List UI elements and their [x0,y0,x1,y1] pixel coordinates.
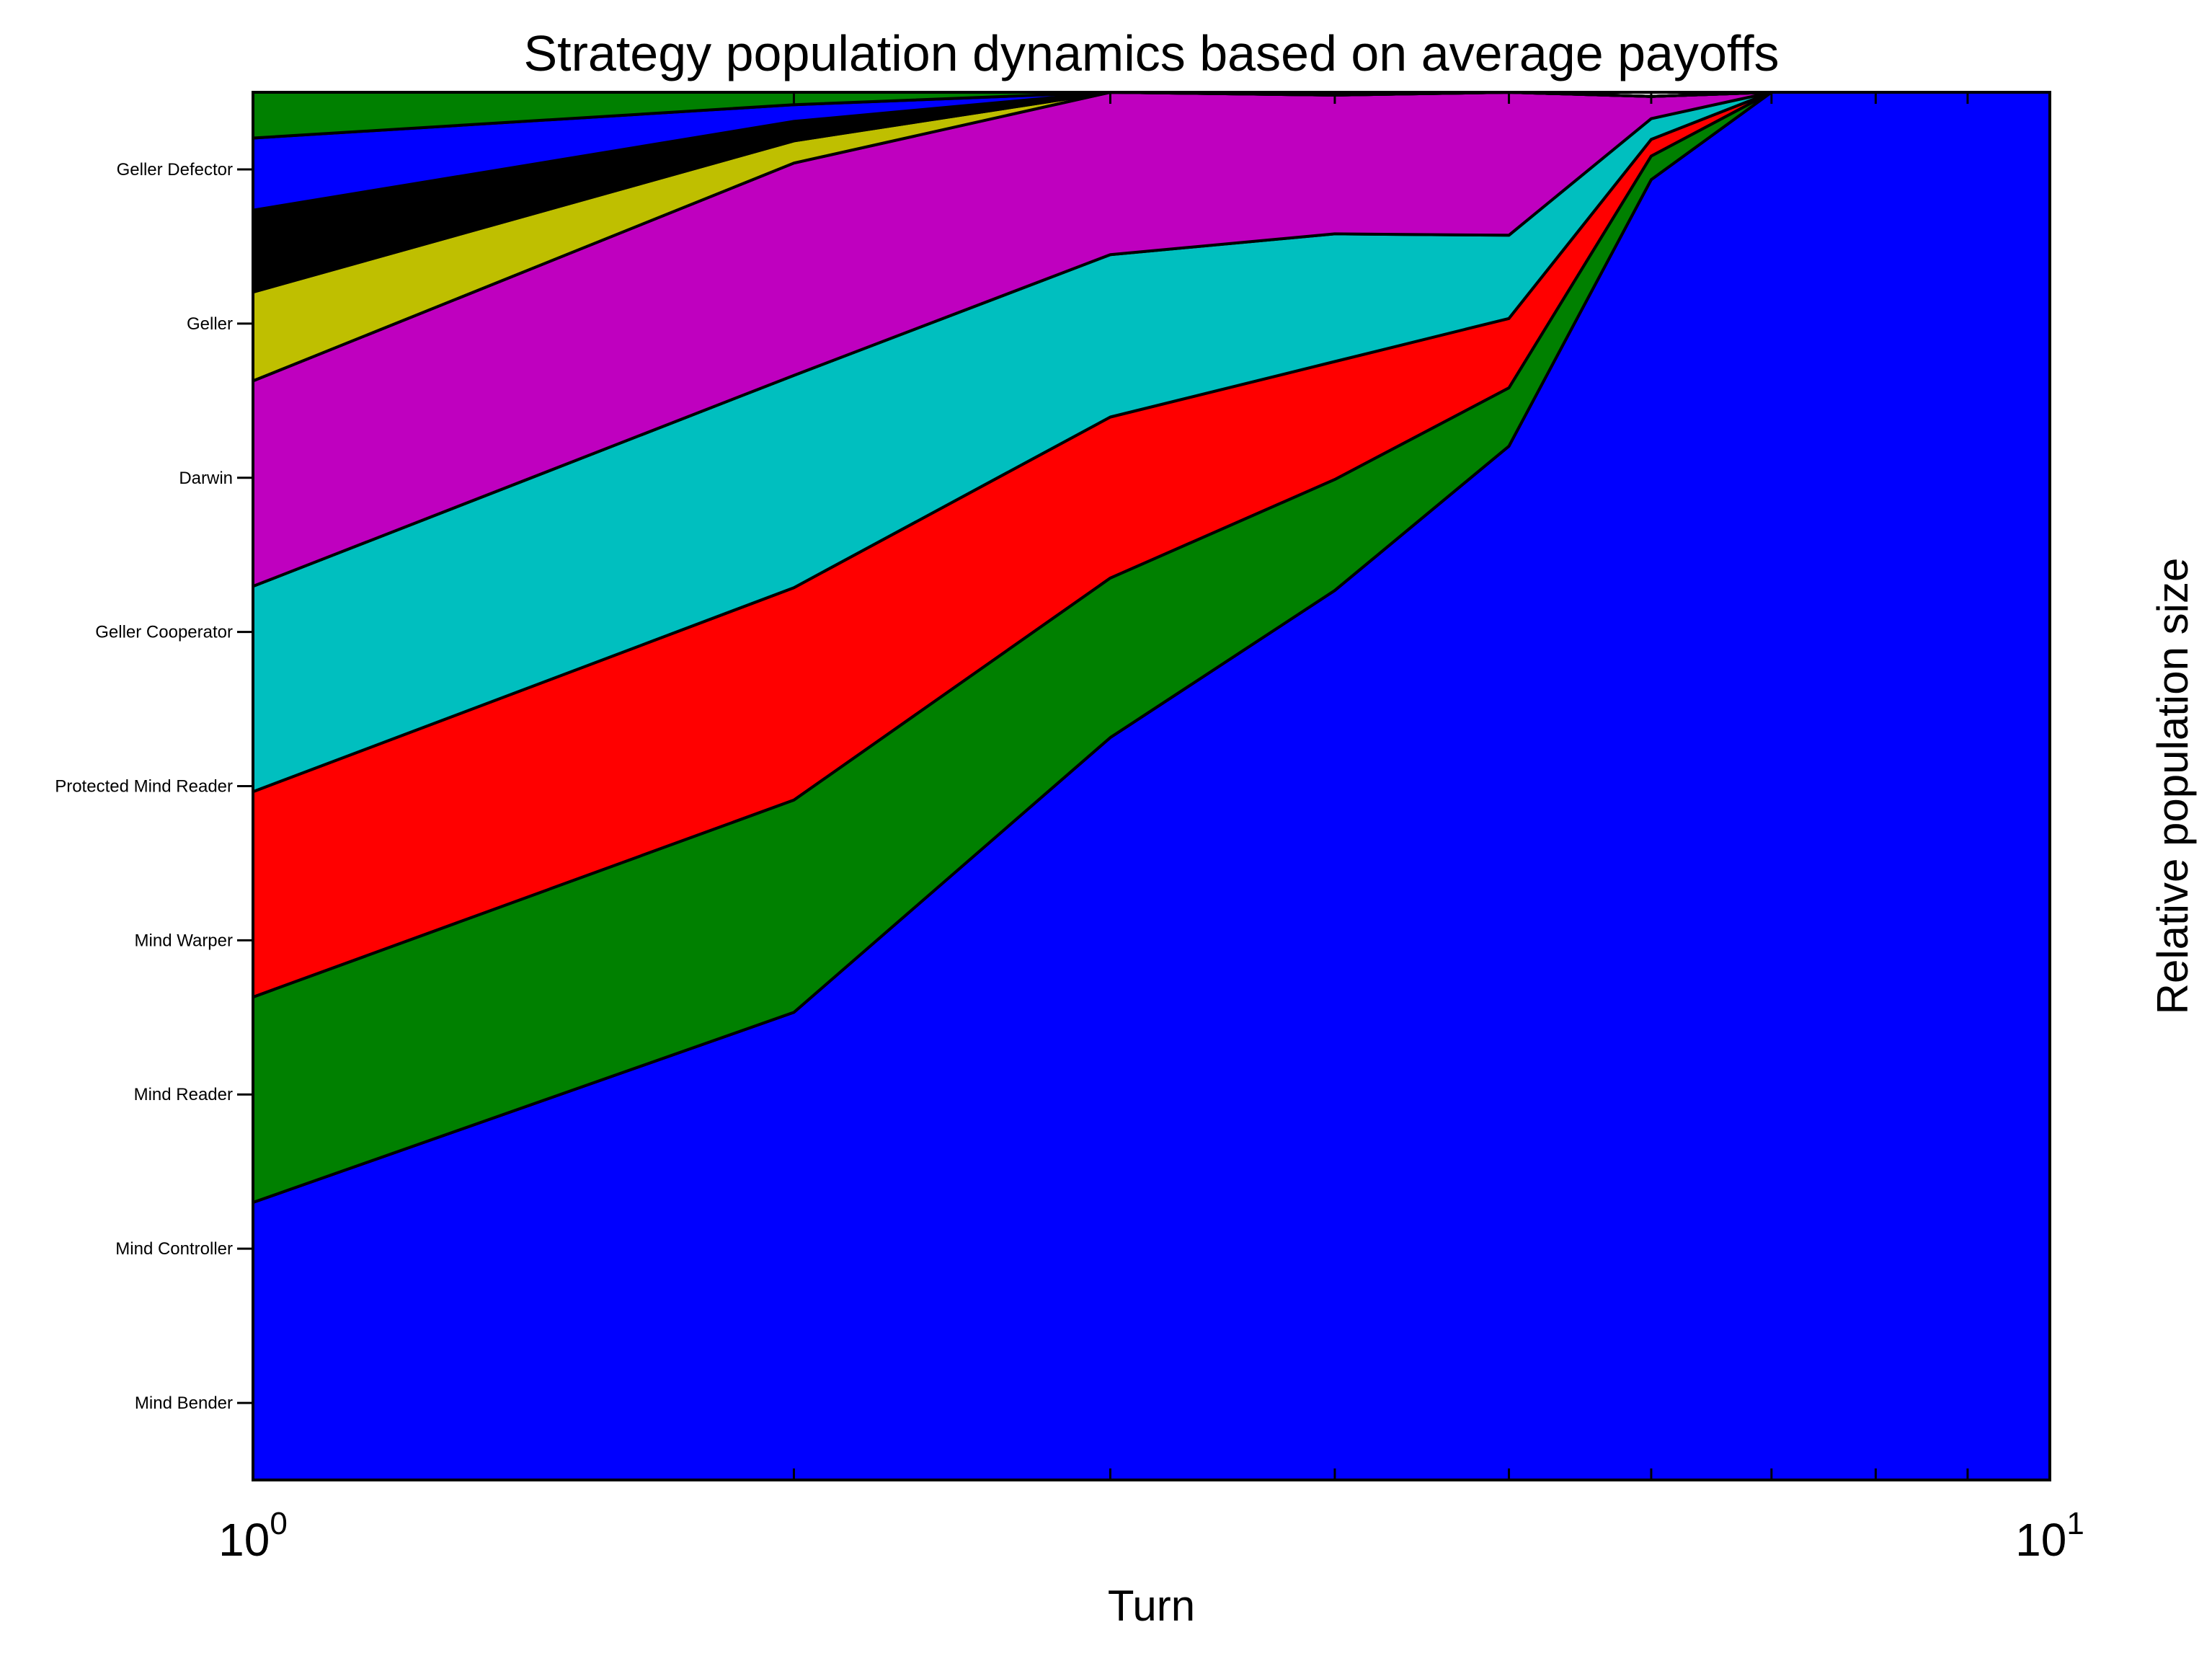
y-tick-label: Geller Cooperator [95,623,233,642]
y-tick-label: Geller [187,314,233,334]
y-axis: Mind Bender Mind Controller Mind Reader Min… [55,160,253,1413]
y-tick-label: Protected Mind Reader [55,777,233,797]
stacked-areas [252,91,2051,1481]
y-tick-label: Mind Bender [135,1393,233,1413]
x-axis: 100 101 [218,92,2084,1566]
y-tick-label: Mind Reader [134,1085,233,1104]
y-axis-label: Relative population size [2149,558,2197,1015]
y-tick-label: Mind Warper [135,931,233,950]
y-tick-label: Darwin [179,469,233,488]
y-tick-label: Geller Defector [117,160,233,180]
x-tick-label: 100 [218,1506,288,1566]
y-tick-label: Mind Controller [115,1239,233,1259]
chart-title: Strategy population dynamics based on av… [523,25,1779,81]
x-tick-label: 101 [2015,1506,2084,1566]
x-axis-label: Turn [1108,1582,1195,1630]
